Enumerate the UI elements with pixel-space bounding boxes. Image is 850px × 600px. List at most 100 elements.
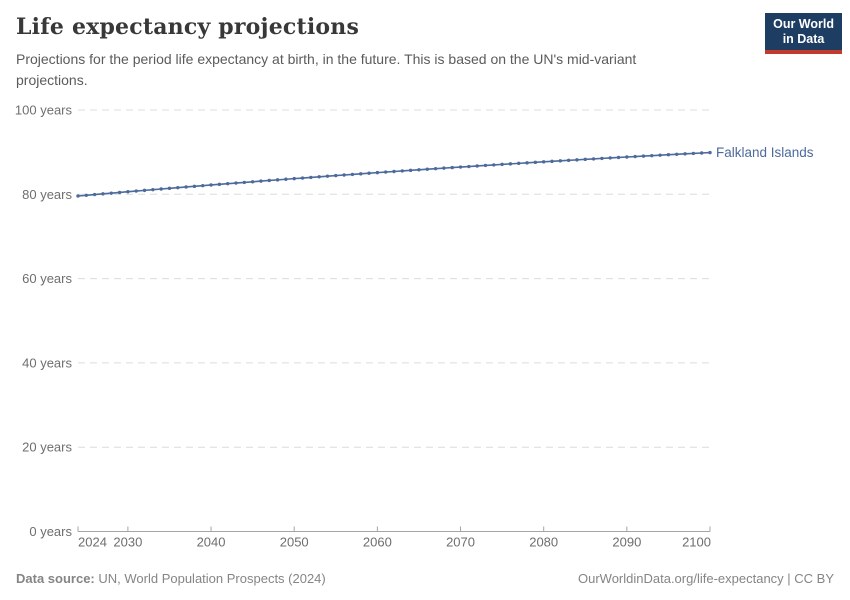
data-point — [134, 189, 138, 193]
chart-subtitle: Projections for the period life expectan… — [16, 51, 637, 89]
data-point — [217, 182, 222, 187]
data-point — [367, 171, 371, 175]
data-point — [300, 176, 305, 180]
data-point — [708, 150, 712, 155]
data-point — [292, 176, 296, 181]
x-axis-tick-label: 2050 — [280, 535, 309, 550]
data-point — [192, 184, 197, 189]
data-point — [442, 166, 446, 170]
data-point — [575, 158, 579, 162]
data-point — [483, 163, 488, 168]
owid-logo-line1: Our World — [773, 17, 834, 31]
y-axis-tick-label: 60 years — [22, 271, 72, 286]
data-point — [167, 186, 172, 191]
data-point — [533, 160, 538, 165]
data-point — [234, 181, 238, 185]
data-point — [242, 180, 247, 185]
y-axis-tick-label: 80 years — [22, 187, 72, 202]
data-point — [151, 187, 155, 192]
data-point — [259, 179, 263, 183]
data-point — [342, 173, 346, 177]
data-point — [109, 191, 113, 195]
data-point — [250, 180, 255, 184]
chart-footer: Data source: UN, World Population Prospe… — [16, 571, 834, 587]
data-point — [142, 188, 147, 193]
series-line — [77, 151, 711, 197]
x-axis-tick-label: 2040 — [197, 535, 226, 550]
data-point — [209, 183, 213, 187]
data-point — [317, 175, 321, 179]
data-point — [508, 162, 513, 166]
data-point — [225, 181, 230, 186]
data-point — [616, 155, 621, 160]
data-point — [325, 174, 330, 178]
x-axis-tick-label: 2024 — [78, 535, 107, 550]
x-axis-tick-label: 2070 — [446, 535, 475, 550]
data-point — [284, 177, 288, 181]
data-point — [417, 168, 421, 172]
series-end-label: Falkland Islands — [716, 145, 814, 160]
data-point — [350, 172, 355, 177]
chart-title: Life expectancy projections — [16, 14, 360, 40]
data-point — [425, 167, 429, 171]
data-point — [658, 153, 662, 157]
footer-source: Data source: UN, World Population Prospe… — [16, 571, 326, 587]
data-point — [408, 168, 413, 173]
data-point — [550, 159, 554, 164]
x-axis-tick-label: 2030 — [113, 535, 142, 550]
data-point — [392, 169, 396, 174]
data-point — [641, 154, 646, 158]
x-axis-tick-label: 2060 — [363, 535, 392, 550]
source-label: Data source: — [16, 571, 95, 587]
x-axis-tick-label: 2080 — [529, 535, 558, 550]
data-point — [458, 165, 463, 169]
owid-logo[interactable]: Our World in Data — [765, 13, 842, 54]
data-point — [76, 194, 80, 198]
data-point — [608, 156, 612, 160]
data-point — [159, 187, 163, 191]
data-point — [666, 153, 671, 157]
source-text: UN, World Population Prospects (2024) — [98, 571, 326, 587]
x-axis-tick-label: 2090 — [612, 535, 641, 550]
data-point — [625, 155, 629, 159]
data-point — [675, 152, 679, 156]
data-point — [334, 173, 338, 178]
data-point — [591, 157, 596, 161]
data-point — [92, 192, 97, 197]
data-point — [558, 159, 563, 163]
data-point — [600, 156, 604, 161]
data-point — [450, 165, 454, 170]
data-point — [309, 175, 313, 180]
data-point — [566, 158, 571, 163]
data-point — [184, 185, 188, 189]
data-point — [433, 166, 438, 171]
data-point — [475, 164, 479, 168]
data-point — [492, 163, 496, 167]
x-axis-tick-label: 2100 — [682, 535, 711, 550]
data-point — [359, 172, 363, 176]
data-point — [500, 162, 504, 167]
data-point — [583, 157, 587, 162]
data-point — [267, 178, 271, 183]
data-point — [375, 170, 380, 175]
y-axis-tick-label: 0 years — [29, 524, 72, 539]
data-point — [201, 183, 205, 188]
data-point — [84, 193, 89, 197]
data-point — [126, 190, 130, 194]
data-point — [650, 153, 654, 158]
data-point — [101, 192, 105, 196]
footer-link[interactable]: OurWorldinData.org/life-expectancy | CC … — [577, 571, 834, 587]
data-point — [699, 151, 704, 155]
data-point — [275, 178, 280, 182]
data-point — [383, 170, 388, 174]
y-axis-tick-label: 20 years — [22, 440, 72, 455]
y-axis-tick-label: 40 years — [22, 355, 72, 370]
data-point — [517, 161, 521, 166]
data-point — [117, 190, 122, 195]
data-point — [525, 161, 529, 165]
data-point — [541, 160, 546, 164]
owid-logo-line2: in Data — [782, 32, 825, 46]
data-point — [400, 169, 405, 173]
